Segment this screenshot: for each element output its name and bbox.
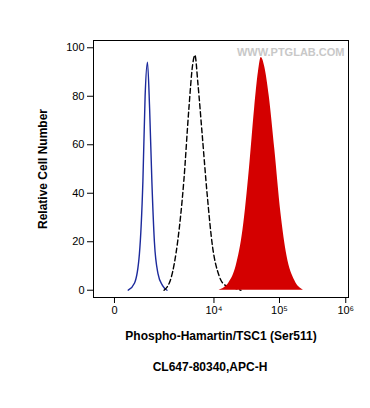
svg-text:10⁶: 10⁶ (337, 304, 354, 316)
svg-text:0: 0 (78, 284, 84, 296)
svg-text:80: 80 (72, 90, 84, 102)
svg-text:Relative Cell Number: Relative Cell Number (36, 109, 50, 229)
svg-text:40: 40 (72, 187, 84, 199)
svg-text:Phospho-Hamartin/TSC1 (Ser511): Phospho-Hamartin/TSC1 (Ser511) (125, 329, 316, 343)
svg-text:WWW.PTGLAB.COM: WWW.PTGLAB.COM (237, 46, 345, 58)
svg-text:20: 20 (72, 235, 84, 247)
svg-text:10⁴: 10⁴ (205, 304, 222, 316)
svg-text:10⁵: 10⁵ (271, 304, 288, 316)
html-text:CL647-80340,APC-H: CL647-80340,APC-H (152, 360, 268, 374)
svg-text:0: 0 (111, 304, 117, 316)
svg-text:60: 60 (72, 138, 84, 150)
svg-text:100: 100 (66, 41, 84, 53)
